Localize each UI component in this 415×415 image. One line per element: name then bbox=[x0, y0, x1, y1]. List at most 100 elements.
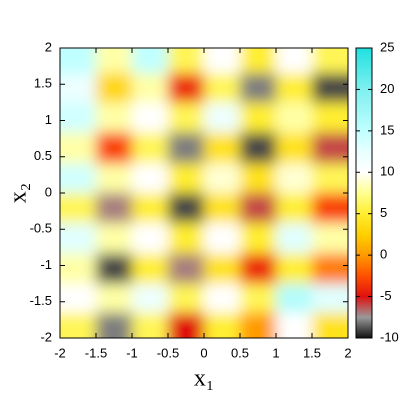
heatmap-cell bbox=[168, 283, 205, 314]
heatmap-cell bbox=[204, 193, 241, 224]
heatmap-cell bbox=[168, 193, 205, 224]
heatmap-cell bbox=[168, 222, 205, 255]
heatmap-cell bbox=[96, 48, 133, 74]
y-tick-label: 1 bbox=[45, 112, 52, 127]
heatmap-cell bbox=[132, 222, 169, 255]
heatmap-cell bbox=[312, 73, 348, 103]
heatmap-cell bbox=[96, 283, 133, 314]
heatmap-cell bbox=[240, 283, 277, 314]
x-tick-label: 1.5 bbox=[303, 345, 321, 360]
heatmap-cell bbox=[168, 102, 205, 133]
colorbar-tick-label: 10 bbox=[380, 164, 394, 179]
heatmap-cell bbox=[60, 283, 97, 314]
heatmap-cell bbox=[60, 253, 97, 285]
heatmap-cell bbox=[60, 102, 97, 133]
heatmap-cell bbox=[132, 163, 169, 194]
heatmap-cell bbox=[204, 48, 241, 74]
heatmap-cell bbox=[60, 193, 97, 224]
heatmap-cell bbox=[276, 283, 313, 314]
heatmap-cell bbox=[240, 48, 277, 74]
x-tick-label: -1 bbox=[126, 345, 138, 360]
heatmap-cell bbox=[60, 48, 97, 74]
heatmap-cell bbox=[96, 222, 133, 255]
x-tick-label: -1.5 bbox=[85, 345, 107, 360]
heatmap-cell bbox=[276, 132, 313, 164]
heatmap-cell bbox=[96, 73, 133, 103]
heatmap-cell bbox=[240, 253, 277, 285]
heatmap-cell bbox=[204, 253, 241, 285]
x-tick-label: 0 bbox=[200, 345, 207, 360]
y-tick-label: -2 bbox=[40, 329, 52, 344]
heatmap-cell bbox=[204, 73, 241, 103]
heatmap-cell bbox=[240, 132, 277, 164]
y-axis-label: x₂ bbox=[6, 183, 32, 203]
colorbar-tick-label: 5 bbox=[380, 205, 387, 220]
heatmap-cell bbox=[168, 48, 205, 74]
x-axis-label: x₁ bbox=[194, 366, 214, 392]
heatmap-cell bbox=[132, 283, 169, 314]
heatmap-cell bbox=[204, 222, 241, 255]
heatmap-cell bbox=[132, 48, 169, 74]
heatmap-cell bbox=[204, 283, 241, 314]
heatmap-cell bbox=[240, 73, 277, 103]
heatmap-cells bbox=[60, 48, 348, 338]
heatmap-cell bbox=[312, 48, 348, 74]
heatmap-cell bbox=[132, 193, 169, 224]
heatmap-cell bbox=[132, 102, 169, 133]
heatmap-cell bbox=[312, 222, 348, 255]
y-tick-label: 2 bbox=[45, 39, 52, 54]
heatmap-cell bbox=[312, 102, 348, 133]
heatmap-cell bbox=[168, 132, 205, 164]
heatmap-cell bbox=[312, 193, 348, 224]
heatmap-cell bbox=[240, 193, 277, 224]
colorbar-tick-label: -10 bbox=[380, 329, 399, 344]
heatmap-cell bbox=[276, 253, 313, 285]
y-tick-label: 1.5 bbox=[34, 76, 52, 91]
heatmap-cell bbox=[240, 312, 277, 338]
heatmap-cell bbox=[168, 312, 205, 338]
heatmap-cell bbox=[312, 163, 348, 194]
x-tick-label: 1 bbox=[272, 345, 279, 360]
heatmap-cell bbox=[60, 132, 97, 164]
x-tick-label: -2 bbox=[54, 345, 66, 360]
heatmap-cell bbox=[96, 102, 133, 133]
heatmap-cell bbox=[204, 132, 241, 164]
heatmap-cell bbox=[276, 222, 313, 255]
y-tick-label: -1.5 bbox=[30, 293, 52, 308]
colorbar bbox=[355, 47, 373, 339]
heatmap-cell bbox=[132, 73, 169, 103]
heatmap-cell bbox=[204, 312, 241, 338]
heatmap-cell bbox=[312, 132, 348, 164]
heatmap-cell bbox=[132, 253, 169, 285]
heatmap-cell bbox=[276, 73, 313, 103]
x-tick-label: 0.5 bbox=[231, 345, 249, 360]
y-tick-label: -0.5 bbox=[30, 221, 52, 236]
heatmap-cell bbox=[276, 102, 313, 133]
heatmap-cell bbox=[168, 73, 205, 103]
heatmap-cell bbox=[96, 132, 133, 164]
heatmap-cell bbox=[168, 163, 205, 194]
y-tick-label: 0 bbox=[45, 184, 52, 199]
heatmap-cell bbox=[312, 283, 348, 314]
heatmap-cell bbox=[60, 163, 97, 194]
y-tick-label: 0.5 bbox=[34, 148, 52, 163]
heatmap-cell bbox=[276, 193, 313, 224]
heatmap-cell bbox=[204, 163, 241, 194]
heatmap-cell bbox=[276, 163, 313, 194]
colorbar-tick-label: 25 bbox=[380, 39, 394, 54]
colorbar-tick-label: 0 bbox=[380, 247, 387, 262]
x-tick-label: 2 bbox=[344, 345, 351, 360]
heatmap-cell bbox=[240, 163, 277, 194]
heatmap bbox=[60, 48, 348, 338]
heatmap-cell bbox=[276, 48, 313, 74]
heatmap-cell bbox=[96, 193, 133, 224]
heatmap-cell bbox=[132, 132, 169, 164]
heatmap-cell bbox=[96, 163, 133, 194]
colorbar-tick-label: 20 bbox=[380, 81, 394, 96]
heatmap-cell bbox=[60, 312, 97, 338]
heatmap-cell bbox=[168, 253, 205, 285]
heatmap-cell bbox=[240, 222, 277, 255]
heatmap-cell bbox=[240, 102, 277, 133]
colorbar-tick-label: -5 bbox=[380, 288, 392, 303]
colorbar-tick-label: 15 bbox=[380, 122, 394, 137]
